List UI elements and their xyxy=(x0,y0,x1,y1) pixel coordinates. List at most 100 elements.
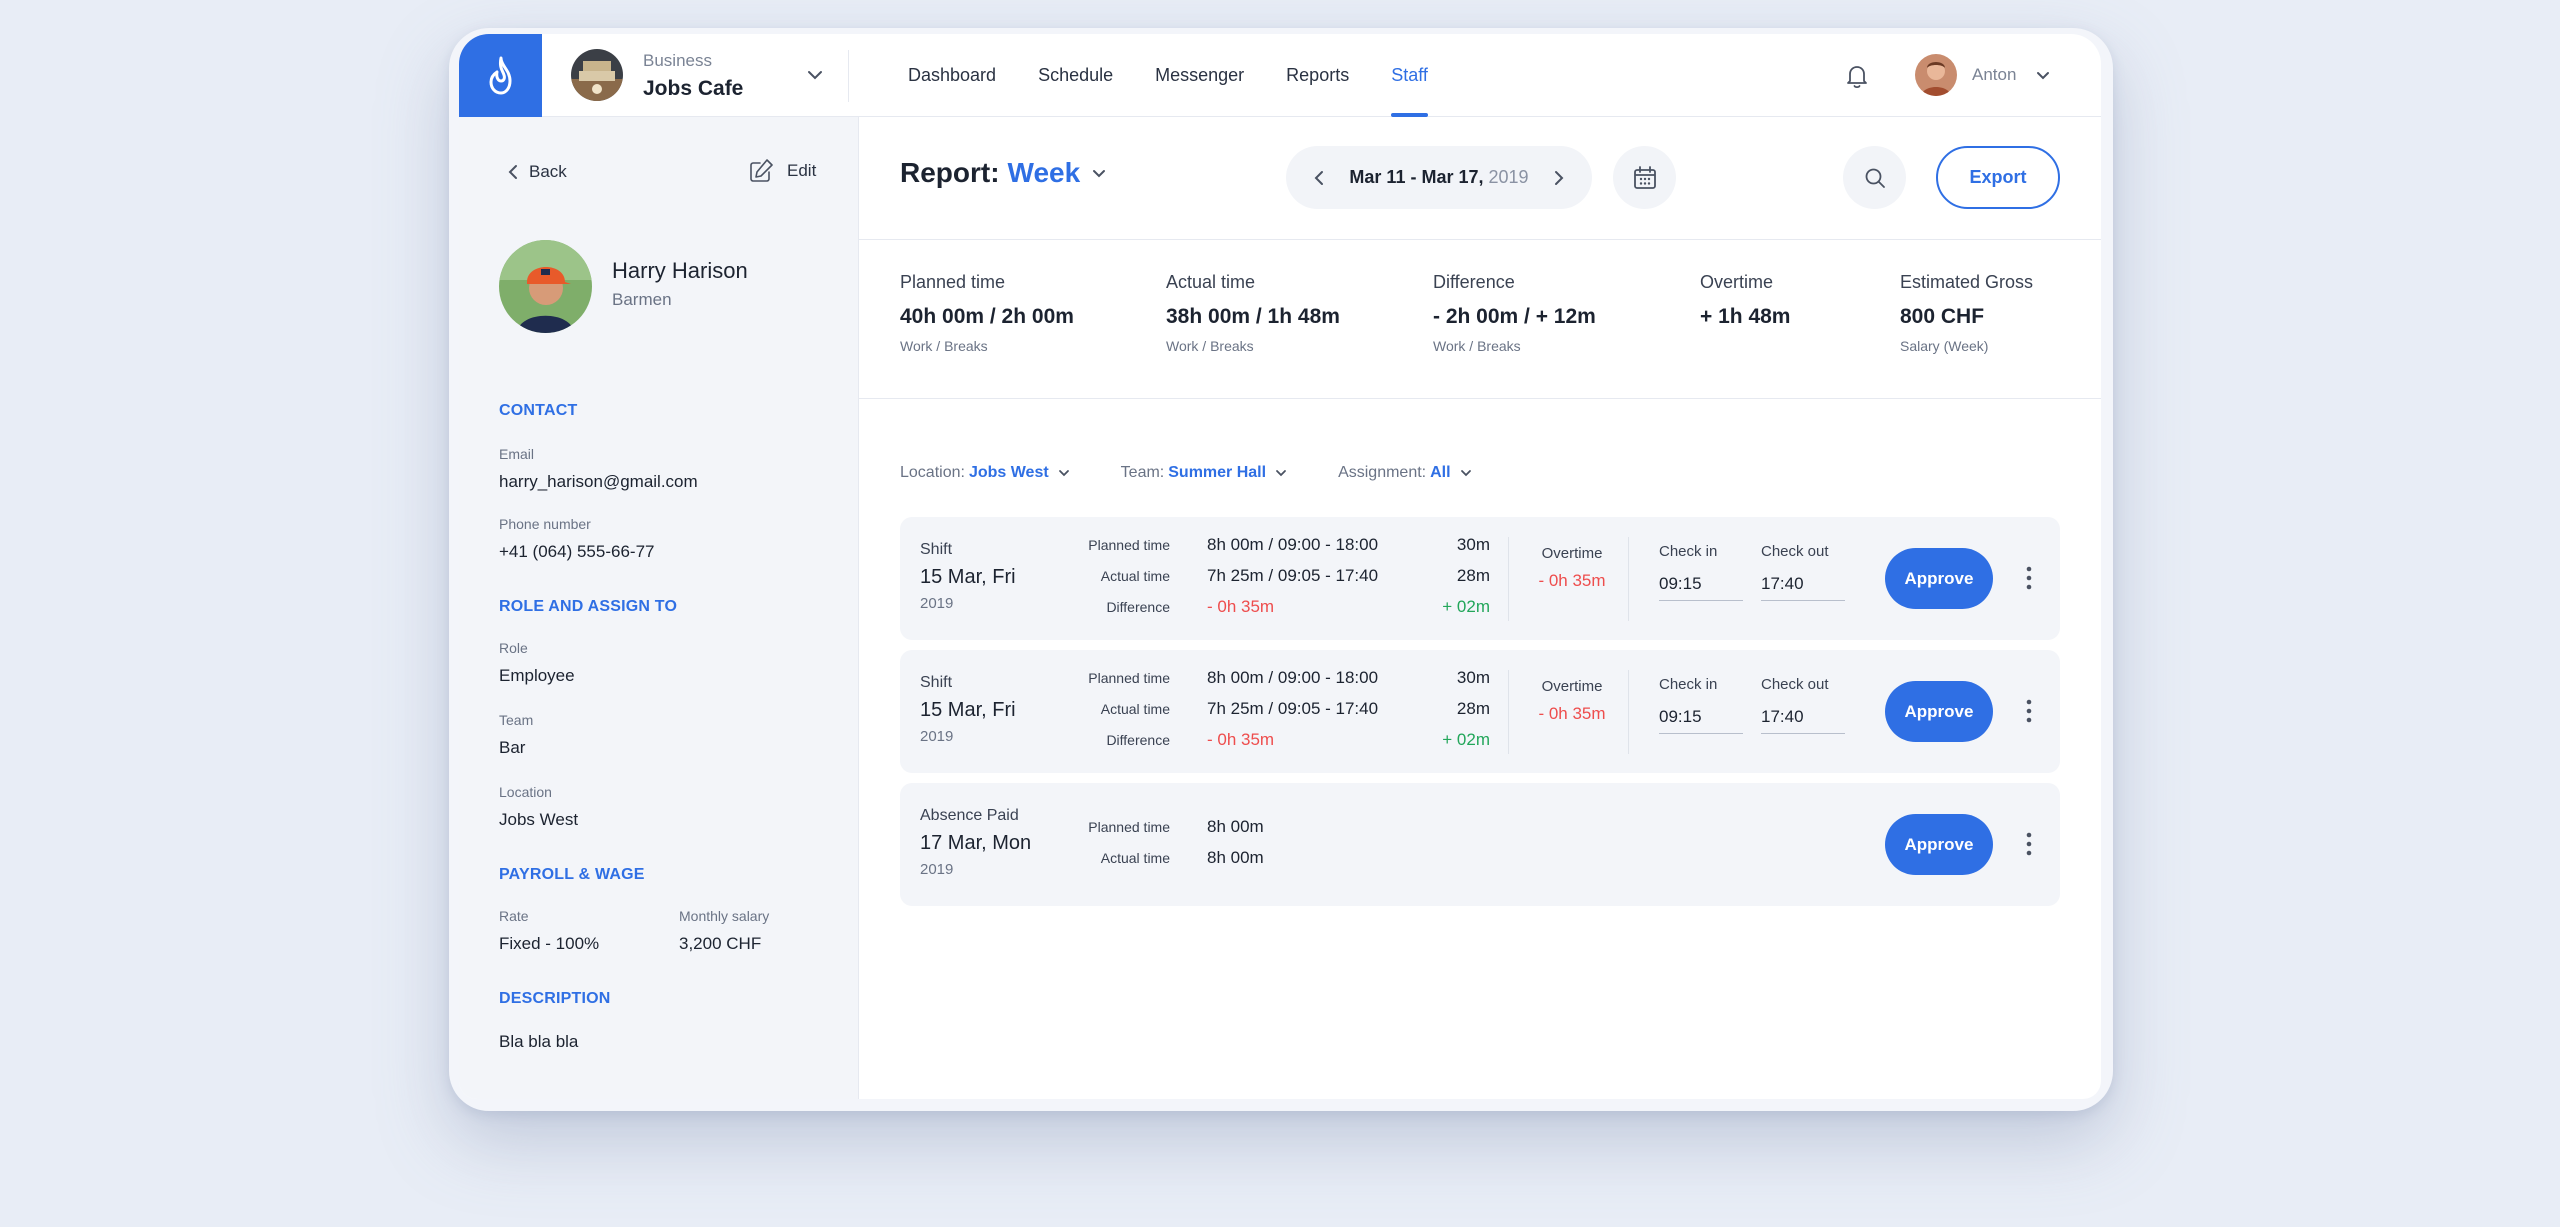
role-section-title: ROLE AND ASSIGN TO xyxy=(499,598,678,615)
chevron-left-icon[interactable] xyxy=(1312,168,1326,188)
date-range-dates: Mar 11 - Mar 17, xyxy=(1349,167,1484,187)
absence-card: Absence Paid 17 Mar, Mon 2019 Planned ti… xyxy=(900,783,2060,906)
chevron-down-icon[interactable] xyxy=(804,64,826,86)
divider xyxy=(1628,537,1629,621)
more-vertical-icon[interactable] xyxy=(2022,563,2036,593)
shift-year: 2019 xyxy=(920,728,954,745)
approve-button[interactable]: Approve xyxy=(1885,681,1993,742)
chevron-down-icon[interactable] xyxy=(2033,65,2053,85)
stat-value: 800 CHF xyxy=(1900,305,1985,328)
back-button[interactable]: Back xyxy=(507,162,567,182)
stat-label: Overtime xyxy=(1700,272,1774,292)
approve-button[interactable]: Approve xyxy=(1885,814,1993,875)
actual-time-value: 8h 00m xyxy=(1207,848,1264,867)
location-value: Jobs West xyxy=(499,810,579,829)
planned-time-value: 8h 00m / 09:00 - 18:00 xyxy=(1207,668,1379,687)
date-range-year: 2019 xyxy=(1488,167,1529,187)
role-value: Employee xyxy=(499,666,575,685)
chevron-right-icon[interactable] xyxy=(1552,168,1566,188)
stat-estimated-gross: Estimated Gross 800 CHF Salary (Week) xyxy=(1900,272,2033,354)
filter-label: Team: xyxy=(1120,464,1165,481)
check-out-label: Check out xyxy=(1761,676,1829,693)
stat-sub: Salary (Week) xyxy=(1900,338,1989,354)
search-button[interactable] xyxy=(1843,146,1906,209)
business-avatar xyxy=(571,49,623,101)
more-vertical-icon[interactable] xyxy=(2022,696,2036,726)
difference-value: - 0h 35m xyxy=(1207,730,1275,749)
overtime-value: - 0h 35m xyxy=(1538,571,1606,590)
stat-label: Difference xyxy=(1433,272,1515,292)
filter-value: Jobs West xyxy=(968,464,1049,481)
check-in-input[interactable] xyxy=(1659,568,1743,601)
shift-kind: Absence Paid xyxy=(920,807,1019,824)
user-avatar[interactable] xyxy=(1915,54,1957,96)
approve-button[interactable]: Approve xyxy=(1885,548,1993,609)
shift-card: Shift 15 Mar, Fri 2019 Planned time 8h 0… xyxy=(900,650,2060,773)
date-range-picker: Mar 11 - Mar 17, 2019 xyxy=(1286,146,1592,209)
team-value: Bar xyxy=(499,738,526,757)
bell-icon[interactable] xyxy=(1842,61,1872,91)
business-name[interactable]: Jobs Cafe xyxy=(643,77,744,100)
stat-value: 40h 00m / 2h 00m xyxy=(900,305,1074,328)
check-in-input[interactable] xyxy=(1659,701,1743,734)
rate-value: Fixed - 100% xyxy=(499,934,600,953)
employee-position: Barmen xyxy=(612,290,672,309)
date-range-text: Mar 11 - Mar 17, 2019 xyxy=(1349,167,1528,188)
nav-messenger[interactable]: Messenger xyxy=(1155,65,1245,85)
nav-schedule[interactable]: Schedule xyxy=(1038,65,1114,85)
check-out-label: Check out xyxy=(1761,543,1829,560)
logo-icon[interactable] xyxy=(459,34,542,117)
stat-label: Estimated Gross xyxy=(1900,272,2034,292)
salary-label: Monthly salary xyxy=(679,908,770,924)
planned-break-value: 30m xyxy=(1456,668,1490,687)
actual-time-label: Actual time xyxy=(1100,568,1170,584)
salary-value: 3,200 CHF xyxy=(679,934,762,953)
user-name[interactable]: Anton xyxy=(1972,65,2017,84)
planned-time-label: Planned time xyxy=(1088,537,1170,553)
difference-label: Difference xyxy=(1106,599,1170,615)
profile-sidebar: Back Edit Harry Harison Barmen CONTACT E… xyxy=(459,117,859,1099)
employee-name: Harry Harison xyxy=(612,258,748,283)
main-nav: Dashboard Schedule Messenger Reports Sta… xyxy=(908,34,1470,117)
check-out-input[interactable] xyxy=(1761,701,1845,734)
divider xyxy=(1628,670,1629,754)
search-icon xyxy=(1865,168,1885,188)
location-label: Location xyxy=(499,784,552,800)
shift-year: 2019 xyxy=(920,595,954,612)
nav-dashboard[interactable]: Dashboard xyxy=(908,65,997,85)
nav-reports[interactable]: Reports xyxy=(1286,65,1350,85)
break-difference-value: + 02m xyxy=(1442,730,1490,749)
assignment-filter[interactable]: Assignment: All xyxy=(1338,464,1473,482)
actual-time-label: Actual time xyxy=(1100,701,1170,717)
edit-button[interactable]: Edit xyxy=(747,157,816,185)
location-filter[interactable]: Location: Jobs West xyxy=(900,464,1071,482)
check-out-input[interactable] xyxy=(1761,568,1845,601)
stat-value: 38h 00m / 1h 48m xyxy=(1166,305,1340,328)
export-button[interactable]: Export xyxy=(1936,146,2060,209)
actual-break-value: 28m xyxy=(1456,699,1490,718)
more-vertical-icon[interactable] xyxy=(2022,829,2036,859)
team-label: Team xyxy=(499,712,534,728)
edit-label: Edit xyxy=(787,161,817,180)
report-period-selector[interactable]: Report: Week xyxy=(900,157,1108,189)
report-period: Week xyxy=(1007,157,1081,188)
actual-break-value: 28m xyxy=(1456,566,1490,585)
calendar-button[interactable] xyxy=(1613,146,1676,209)
chevron-down-icon xyxy=(1460,470,1471,477)
filter-label: Assignment: xyxy=(1338,464,1427,481)
filters-bar: Location: Jobs West Team: Summer Hall As… xyxy=(900,464,1523,482)
planned-time-value: 8h 00m / 09:00 - 18:00 xyxy=(1207,535,1379,554)
divider xyxy=(1508,537,1509,621)
nav-staff[interactable]: Staff xyxy=(1391,34,1428,117)
chevron-down-icon xyxy=(1093,170,1106,178)
chevron-down-icon xyxy=(1276,470,1286,477)
description-section-title: DESCRIPTION xyxy=(499,990,611,1007)
team-filter[interactable]: Team: Summer Hall xyxy=(1121,464,1288,482)
stat-actual-time: Actual time 38h 00m / 1h 48m Work / Brea… xyxy=(1166,272,1340,354)
contact-section-title: CONTACT xyxy=(499,402,578,419)
overtime-value: - 0h 35m xyxy=(1538,704,1606,723)
email-label: Email xyxy=(499,446,535,462)
shift-date: 17 Mar, Mon xyxy=(920,832,1032,854)
overtime-label: Overtime xyxy=(1541,678,1603,695)
rate-label: Rate xyxy=(499,908,529,924)
